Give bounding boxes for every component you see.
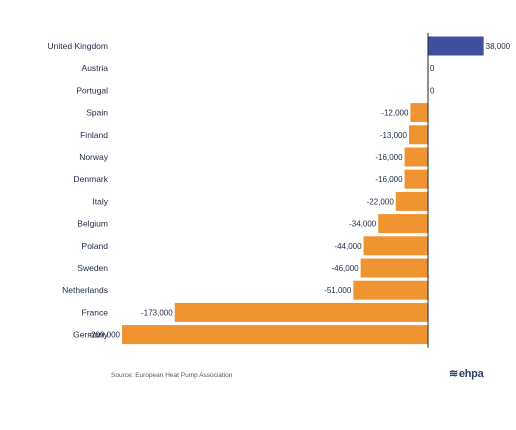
value-label-finland: -13,000 xyxy=(380,131,408,140)
value-label-denmark: -16,000 xyxy=(375,175,403,184)
value-label-germany: -209,000 xyxy=(88,331,120,340)
bar-finland xyxy=(408,125,428,145)
category-label-germany: Germany xyxy=(73,330,109,340)
bars-group xyxy=(122,36,484,345)
bar-germany xyxy=(122,325,428,345)
category-label-austria: Austria xyxy=(82,63,109,73)
value-label-poland: -44,000 xyxy=(334,242,362,251)
bar-norway xyxy=(404,147,428,167)
value-label-united-kingdom: 38,000 xyxy=(486,42,511,51)
value-label-portugal: 0 xyxy=(430,86,435,95)
bar-france xyxy=(174,302,428,322)
value-label-italy: -22,000 xyxy=(367,197,395,206)
category-label-portugal: Portugal xyxy=(76,85,108,95)
bar-belgium xyxy=(378,214,428,234)
category-label-finland: Finland xyxy=(80,130,108,140)
category-labels: United Kingdom Austria Portugal Spain Finlan… xyxy=(48,41,109,340)
logo-text: ehpa xyxy=(458,368,484,380)
value-label-netherlands: -51,000 xyxy=(324,286,352,295)
category-label-united-kingdom: United Kingdom xyxy=(48,41,108,51)
category-label-norway: Norway xyxy=(79,152,109,162)
bar-denmark xyxy=(404,169,428,189)
bar-united-kingdom xyxy=(428,36,484,56)
value-label-belgium: -34,000 xyxy=(349,220,377,229)
category-label-spain: Spain xyxy=(86,108,108,118)
bar-italy xyxy=(395,191,428,211)
value-labels: 38,000 0 0 -12,000 -13,000 -16,000 -16,000 -22,… xyxy=(88,42,510,340)
bar-sweden xyxy=(360,258,428,278)
bar-poland xyxy=(363,236,428,256)
value-label-france: -173,000 xyxy=(141,308,173,317)
category-label-belgium: Belgium xyxy=(77,219,108,229)
logo-wave-icon: ≋ xyxy=(449,368,458,380)
bar-spain xyxy=(410,103,428,123)
category-label-denmark: Denmark xyxy=(74,174,109,184)
value-label-spain: -12,000 xyxy=(381,109,409,118)
bar-netherlands xyxy=(353,280,428,300)
value-label-austria: 0 xyxy=(430,64,435,73)
category-label-sweden: Sweden xyxy=(77,263,108,273)
category-label-poland: Poland xyxy=(82,241,109,251)
value-label-sweden: -46,000 xyxy=(332,264,360,273)
category-label-france: France xyxy=(82,307,109,317)
source-note: Source: European Heat Pump Association xyxy=(111,372,233,379)
category-label-netherlands: Netherlands xyxy=(62,285,108,295)
ehpa-logo: ≋ehpa xyxy=(449,367,484,380)
value-label-norway: -16,000 xyxy=(375,153,403,162)
category-label-italy: Italy xyxy=(92,196,108,206)
